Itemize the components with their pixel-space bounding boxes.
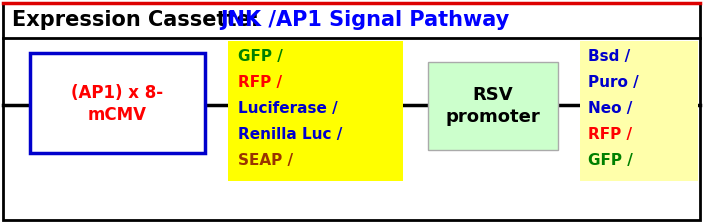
Text: JNK /AP1 Signal Pathway: JNK /AP1 Signal Pathway	[220, 10, 509, 30]
Text: GFP /: GFP /	[238, 50, 283, 64]
Text: RFP /: RFP /	[238, 76, 282, 91]
Text: Bsd /: Bsd /	[588, 50, 631, 64]
Text: RSV: RSV	[472, 86, 513, 104]
Text: promoter: promoter	[446, 108, 541, 126]
Text: mCMV: mCMV	[88, 106, 147, 124]
Text: GFP /: GFP /	[588, 153, 633, 169]
Text: SEAP /: SEAP /	[238, 153, 293, 169]
Text: (AP1) x 8-: (AP1) x 8-	[72, 84, 164, 102]
Text: Luciferase /: Luciferase /	[238, 101, 337, 116]
Text: RFP /: RFP /	[588, 128, 632, 142]
Text: Expression Cassette:: Expression Cassette:	[12, 10, 266, 30]
Text: Puro /: Puro /	[588, 76, 639, 91]
Bar	[580, 41, 698, 181]
Bar	[30, 53, 205, 153]
Text: Neo /: Neo /	[588, 101, 633, 116]
Bar	[428, 62, 558, 150]
Bar	[228, 41, 403, 181]
Text: Renilla Luc /: Renilla Luc /	[238, 128, 342, 142]
